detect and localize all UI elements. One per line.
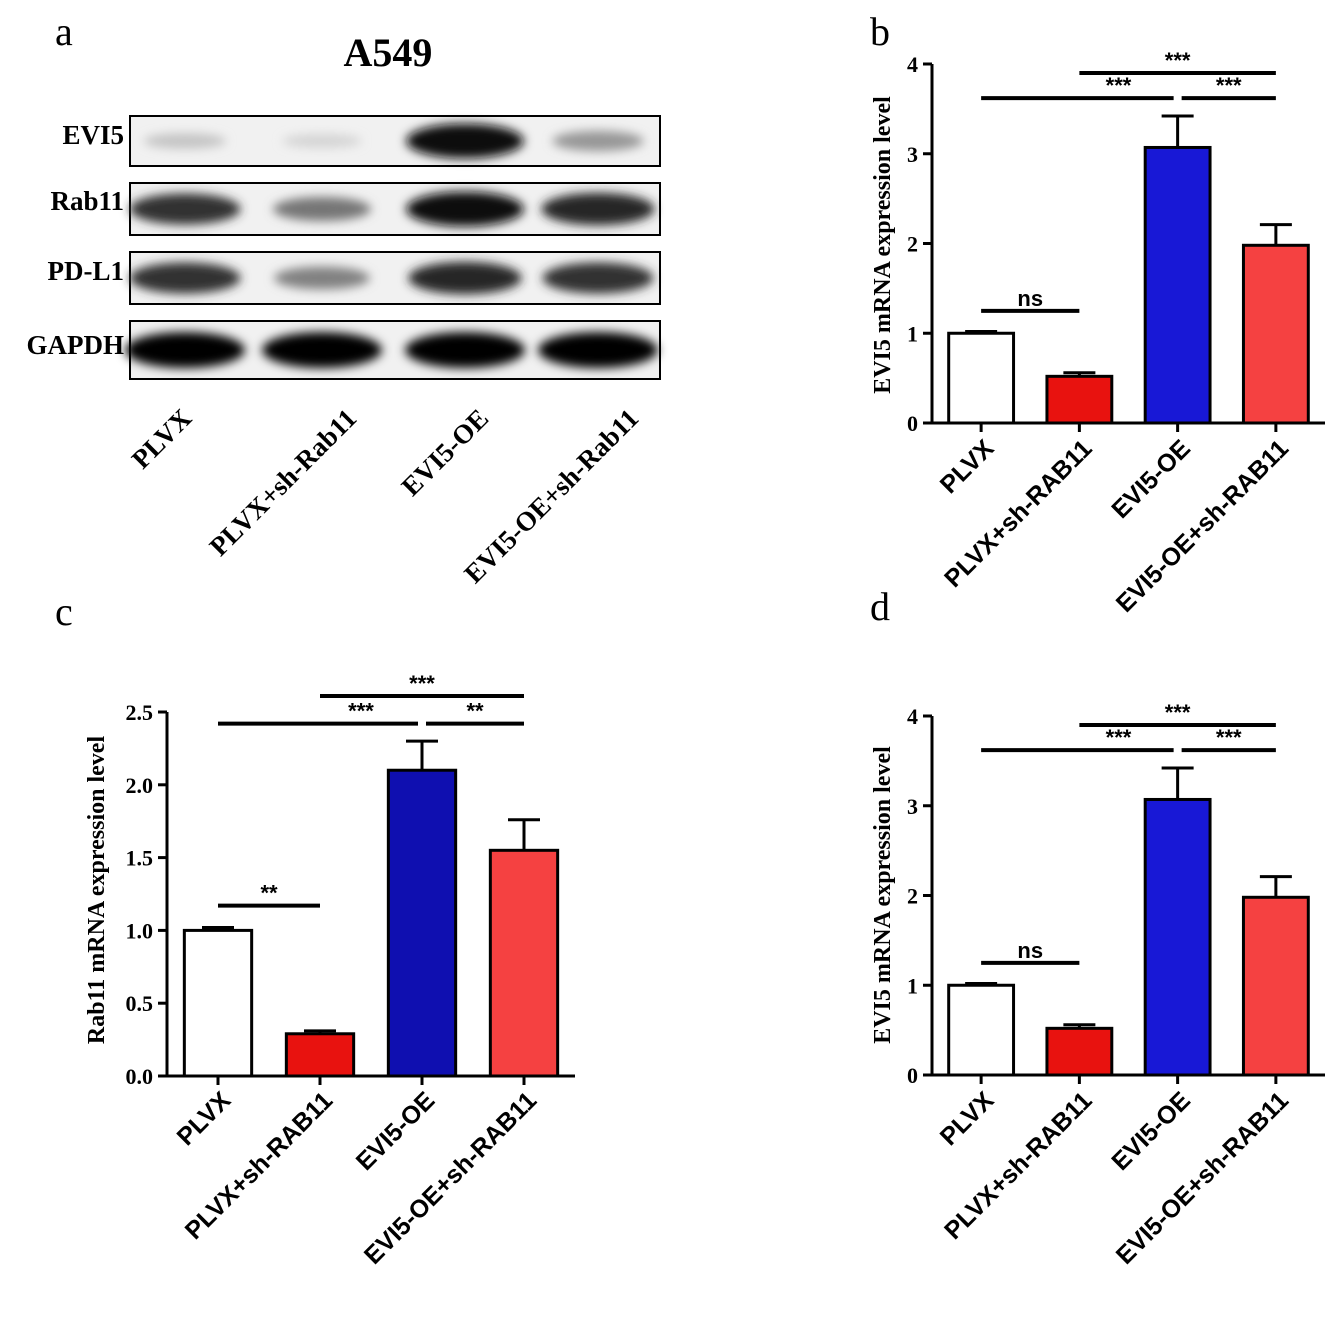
significance-label: *** — [1165, 48, 1191, 73]
blot-band — [552, 130, 644, 152]
y-tick-label: 1.5 — [126, 846, 154, 871]
x-category-label: PLVX — [935, 434, 1000, 499]
blot-band — [408, 261, 522, 295]
blot-band — [274, 266, 370, 290]
x-category-label: EVI5-OE+sh-RAB11 — [1111, 434, 1294, 617]
significance-label: ** — [260, 881, 278, 906]
bar — [1045, 1026, 1114, 1077]
y-tick-label: 2 — [907, 232, 918, 257]
bar — [947, 983, 1016, 1077]
blot-title: A549 — [344, 30, 433, 75]
panel-letter-a: a — [55, 9, 73, 54]
bar — [1045, 374, 1114, 425]
blot-row-label: GAPDH — [27, 330, 125, 360]
blot-band — [143, 133, 227, 149]
bar — [947, 331, 1016, 425]
x-category-label: PLVX — [172, 1086, 237, 1151]
panel-letter-c: c — [55, 589, 73, 634]
y-tick-label: 2.0 — [126, 773, 154, 798]
y-tick-label: 0.5 — [126, 991, 154, 1016]
blot-band — [406, 123, 524, 159]
x-category-label: PLVX — [935, 1086, 1000, 1151]
blot-band — [129, 262, 241, 294]
blot-band — [538, 332, 658, 368]
blot-row-rab11: Rab11 — [50, 182, 661, 236]
x-category-label: EVI5-OE — [1106, 434, 1196, 524]
bar — [1241, 243, 1310, 425]
significance-label: *** — [1106, 725, 1132, 750]
chart-c: c Rab11 mRNA expression level 0.0 0.5 1.0 1… — [55, 589, 575, 1270]
significance-label: *** — [409, 671, 435, 696]
significance-label: ** — [466, 699, 484, 724]
bar — [182, 928, 254, 1078]
bar — [1143, 797, 1212, 1077]
blot-band — [541, 192, 655, 226]
y-tick-label: 3 — [907, 142, 918, 167]
blot-row-evi5: EVI5 — [62, 115, 661, 167]
y-tick-label: 0.0 — [126, 1064, 154, 1089]
significance-label: ns — [1017, 286, 1043, 311]
x-category-label: EVI5-OE — [351, 1086, 441, 1176]
bar — [1241, 895, 1310, 1077]
significance-label: *** — [1165, 700, 1191, 725]
blot-lane-label: PLVX+sh-Rab11 — [204, 403, 363, 562]
x-category-label: EVI5-OE — [1106, 1086, 1196, 1176]
blot-row-pd-l1: PD-L1 — [48, 251, 661, 305]
blot-band — [405, 332, 525, 368]
chart-b-ylabel: EVI5 mRNA expression level — [870, 96, 896, 394]
blot-band — [125, 332, 245, 368]
blot-row-label: Rab11 — [50, 186, 124, 216]
blot-band — [406, 191, 524, 227]
bar — [1143, 145, 1212, 425]
blot-lane-label: PLVX — [126, 403, 198, 475]
y-tick-label: 2 — [907, 884, 918, 909]
significance-label: *** — [1216, 73, 1242, 98]
blot-band — [129, 193, 241, 225]
blot-lane-label: EVI5-OE — [396, 403, 495, 502]
y-tick-label: 4 — [907, 52, 918, 77]
significance-label: *** — [1216, 725, 1242, 750]
blot-band — [542, 262, 654, 294]
y-tick-label: 0 — [907, 1063, 918, 1088]
blot-band — [282, 134, 362, 148]
significance-label: ns — [1017, 938, 1043, 963]
x-category-label: EVI5-OE+sh-RAB11 — [359, 1086, 542, 1269]
y-tick-label: 2.5 — [126, 700, 154, 725]
blot-row-label: PD-L1 — [48, 256, 125, 286]
y-tick-label: 1 — [907, 973, 918, 998]
chart-c-ylabel: Rab11 mRNA expression level — [84, 736, 110, 1045]
blot-row-gapdh: GAPDH — [27, 320, 661, 380]
bar — [284, 1032, 356, 1078]
y-tick-label: 4 — [907, 704, 918, 729]
bar — [386, 768, 458, 1078]
chart-d: d EVI5 mRNA expression level 01234PLVXPL… — [870, 584, 1325, 1270]
chart-d-ylabel: EVI5 mRNA expression level — [870, 746, 896, 1044]
blot-band — [262, 332, 382, 368]
significance-label: *** — [348, 699, 374, 724]
y-tick-label: 1 — [907, 321, 918, 346]
y-tick-label: 0 — [907, 411, 918, 436]
blot-band — [273, 197, 371, 221]
western-blot-panel: a A549 EVI5 Rab11 PD-L1 GAPDH PLVX PLVX+sh-R… — [27, 9, 661, 589]
chart-b: b EVI5 mRNA expression level 01234PLVXPL… — [870, 9, 1325, 618]
x-category-label: EVI5-OE+sh-RAB11 — [1111, 1086, 1294, 1269]
panel-letter-d: d — [870, 584, 890, 629]
panel-letter-b: b — [870, 9, 890, 54]
y-tick-label: 1.0 — [126, 918, 154, 943]
significance-label: *** — [1106, 73, 1132, 98]
bar — [488, 848, 560, 1078]
y-tick-label: 3 — [907, 794, 918, 819]
blot-row-label: EVI5 — [62, 120, 124, 150]
